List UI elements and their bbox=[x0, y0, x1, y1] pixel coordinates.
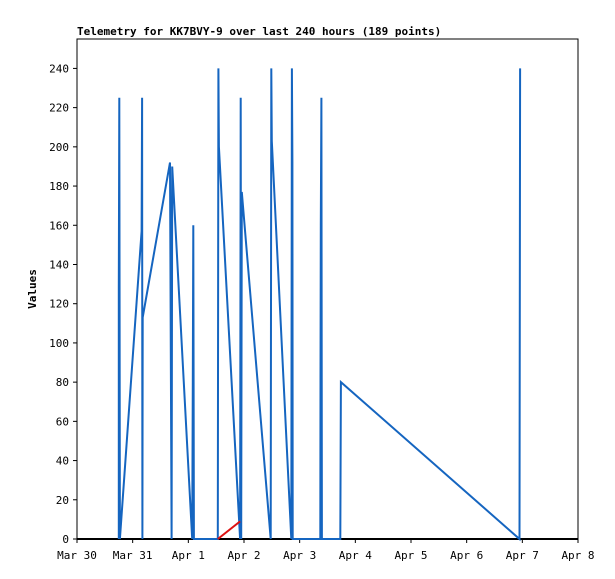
y-tick-label: 240 bbox=[49, 62, 69, 75]
series-line-1 bbox=[217, 520, 241, 540]
plot-area bbox=[76, 38, 579, 540]
x-tick-label: Apr 7 bbox=[506, 549, 539, 562]
y-tick-label: 160 bbox=[49, 219, 69, 232]
y-tick-label: 40 bbox=[56, 455, 69, 468]
y-tick-label: 220 bbox=[49, 102, 69, 115]
y-tick-label: 80 bbox=[56, 376, 69, 389]
x-tick-label: Apr 8 bbox=[561, 549, 594, 562]
y-tick-label: 60 bbox=[56, 415, 69, 428]
chart-title: Telemetry for KK7BVY-9 over last 240 hou… bbox=[77, 25, 441, 38]
y-tick-label: 20 bbox=[56, 494, 69, 507]
y-tick-label: 200 bbox=[49, 141, 69, 154]
y-tick-label: 100 bbox=[49, 337, 69, 350]
x-tick-label: Apr 3 bbox=[283, 549, 316, 562]
y-tick-label: 140 bbox=[49, 258, 69, 271]
x-axis: Mar 30 Mar 31 Apr 1 Apr 2 Apr 3 Apr 4 Apr 5 Apr… bbox=[57, 539, 595, 562]
series-line-0 bbox=[117, 68, 522, 542]
y-tick-label: 180 bbox=[49, 180, 69, 193]
y-axis: 0 20 40 60 80 100 120 140 160 180 200 220 240 bbox=[49, 62, 77, 546]
x-tick-label: Apr 2 bbox=[227, 549, 260, 562]
x-tick-label: Apr 5 bbox=[394, 549, 427, 562]
y-axis-label: Values bbox=[26, 269, 39, 309]
y-tick-label: 120 bbox=[49, 298, 69, 311]
x-tick-label: Mar 30 bbox=[57, 549, 97, 562]
x-tick-label: Apr 1 bbox=[172, 549, 205, 562]
x-tick-label: Apr 4 bbox=[339, 549, 372, 562]
y-tick-label: 0 bbox=[62, 533, 69, 546]
x-tick-label: Apr 6 bbox=[450, 549, 483, 562]
series-layer bbox=[77, 68, 578, 542]
x-tick-label: Mar 31 bbox=[113, 549, 153, 562]
